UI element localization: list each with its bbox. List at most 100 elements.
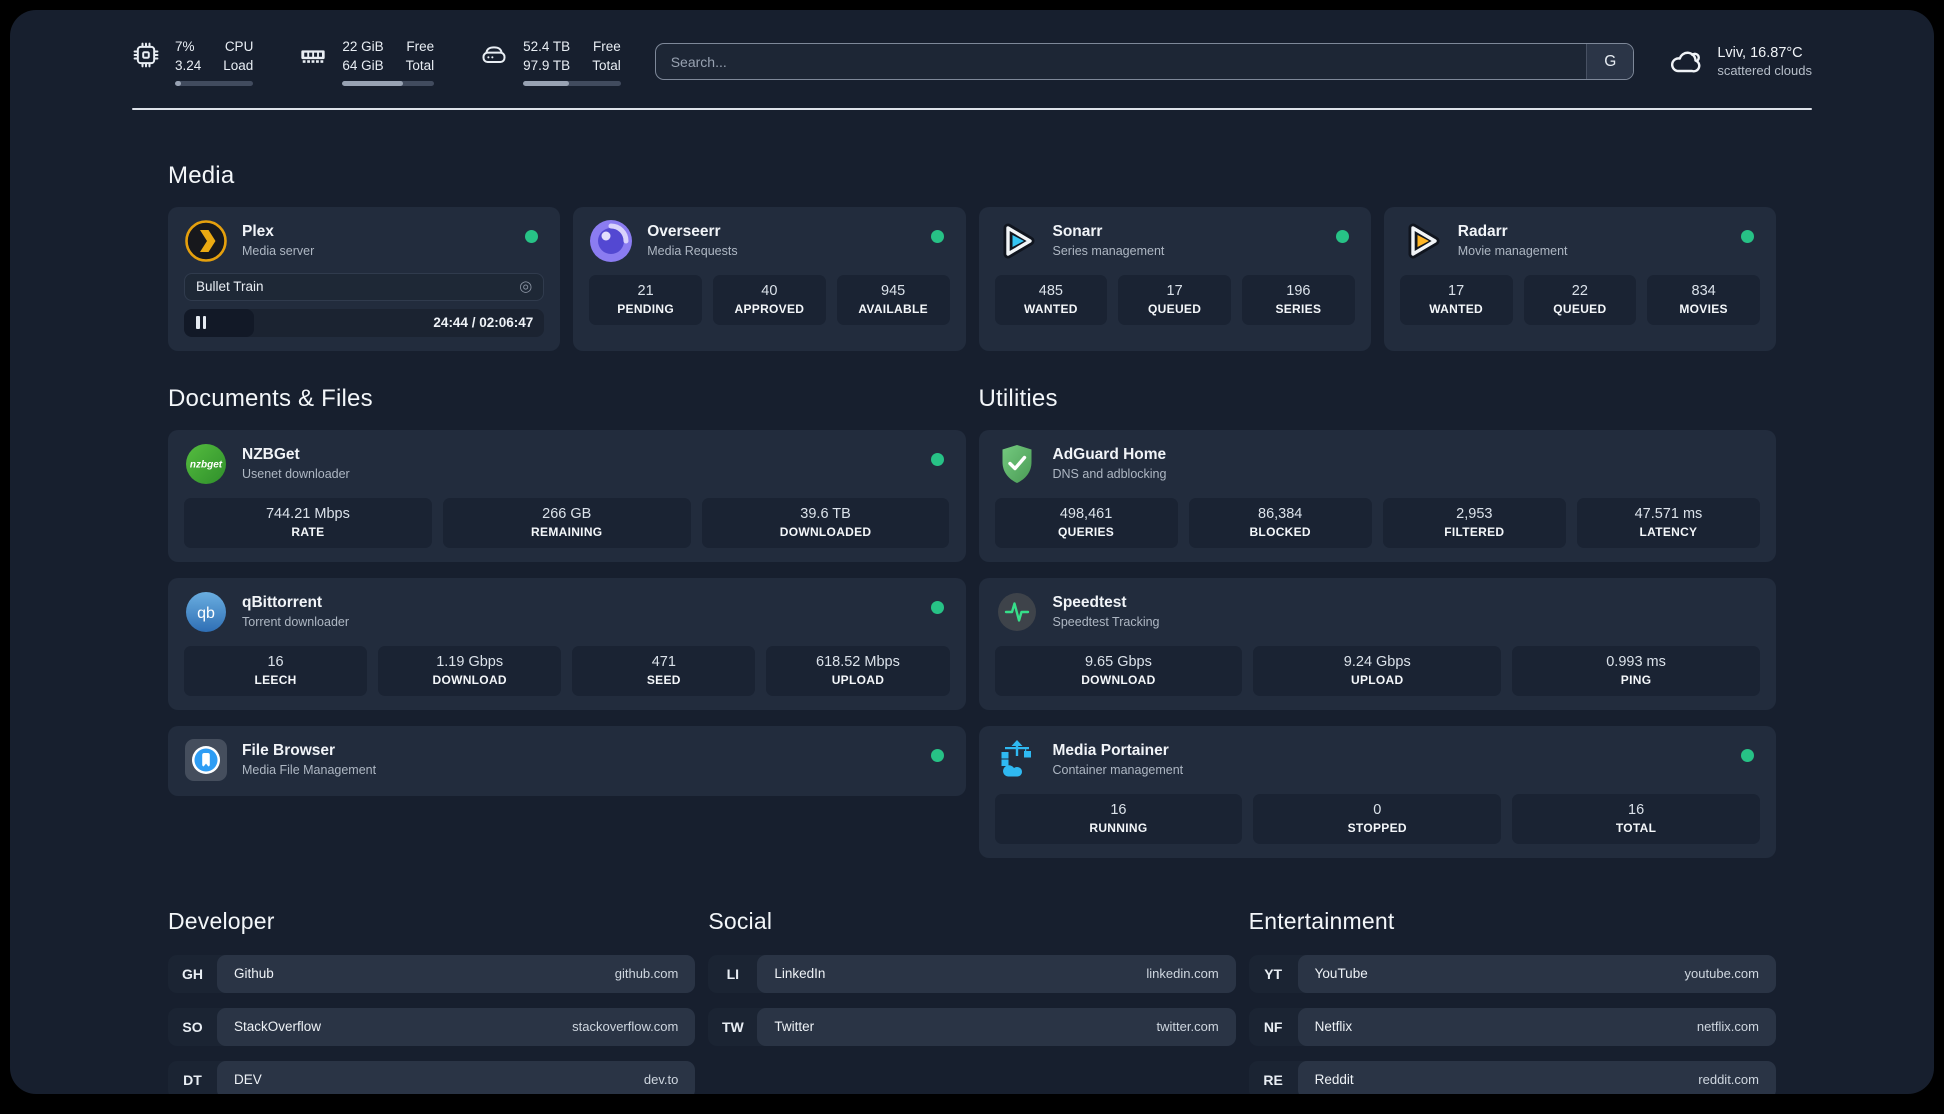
card-sonarr[interactable]: Sonarr Series management 485 WANTED 17 QUE… xyxy=(978,206,1371,351)
link-dev[interactable]: DT DEV dev.to xyxy=(168,1060,696,1094)
stat-tile: 86,384 BLOCKED xyxy=(1188,497,1372,548)
app-name: qBittorrent xyxy=(242,594,323,612)
app-name: AdGuard Home xyxy=(1052,446,1167,464)
link-url: github.com xyxy=(614,966,679,982)
link-tag: LI xyxy=(726,965,740,982)
link-name: LinkedIn xyxy=(774,966,826,982)
ram-total-value: 64 GiB xyxy=(342,57,384,73)
disk-progress-fill xyxy=(523,80,569,86)
link-stackoverflow[interactable]: SO StackOverflow stackoverflow.com xyxy=(168,1007,696,1046)
ram-total-label: Total xyxy=(405,57,435,73)
link-netflix[interactable]: NF Netflix netflix.com xyxy=(1248,1007,1776,1046)
card-portainer[interactable]: Media Portainer Container management 16 R… xyxy=(978,725,1776,858)
stat-tile: 618.52 Mbps UPLOAD xyxy=(766,645,950,696)
stat-tile: 17 WANTED xyxy=(1399,274,1513,325)
card-adguard[interactable]: AdGuard Home DNS and adblocking 498,461 Q… xyxy=(978,429,1776,562)
app-desc: Torrent downloader xyxy=(242,615,350,630)
cloud-icon xyxy=(1668,44,1704,80)
disk-icon xyxy=(480,38,510,68)
stat-tile: 22 QUEUED xyxy=(1523,274,1637,325)
link-linkedin[interactable]: LI LinkedIn linkedin.com xyxy=(708,954,1236,993)
stat-tile: 498,461 QUERIES xyxy=(994,497,1178,548)
section-title-media: Media xyxy=(168,161,235,189)
link-name: Github xyxy=(234,966,274,982)
card-nzbget[interactable]: nzbget NZBGet Usenet downloader 744.21 M… xyxy=(168,429,966,562)
header-divider xyxy=(132,107,1812,110)
link-github[interactable]: GH Github github.com xyxy=(168,954,696,993)
dashboard: 7% 3.24 CPU Load xyxy=(10,10,1934,1094)
stat-tile: 39.6 TB DOWNLOADED xyxy=(701,497,950,548)
app-name: Plex xyxy=(242,223,274,241)
link-tag: TW xyxy=(721,1018,744,1035)
link-tag: GH xyxy=(182,965,203,982)
ram-free-value: 22 GiB xyxy=(342,39,384,54)
stat-tile: 2,953 FILTERED xyxy=(1382,497,1566,548)
search-input[interactable] xyxy=(655,44,1587,80)
link-youtube[interactable]: YT YouTube youtube.com xyxy=(1248,954,1776,993)
app-name: File Browser xyxy=(242,742,336,760)
weather-location-temp: Lviv, 16.87°C xyxy=(1717,45,1803,62)
top-bar: 7% 3.24 CPU Load xyxy=(132,38,1812,86)
stat-tile: 1.19 Gbps DOWNLOAD xyxy=(378,645,562,696)
app-desc: Container management xyxy=(1052,763,1184,778)
card-plex[interactable]: Plex Media server Bullet Train ◎ 24:44 / xyxy=(168,206,561,351)
section-title-utilities: Utilities xyxy=(978,384,1058,412)
ram-free-label: Free xyxy=(406,39,435,54)
search-engine-button[interactable]: G xyxy=(1586,44,1634,80)
card-radarr[interactable]: Radarr Movie management 17 WANTED 22 QUEUE… xyxy=(1383,206,1776,351)
stat-tile: 16 TOTAL xyxy=(1512,793,1760,844)
stat-tile: 16 RUNNING xyxy=(994,793,1243,844)
link-url: linkedin.com xyxy=(1146,966,1219,982)
disk-free-value: 52.4 TB xyxy=(523,39,571,54)
search-bar: G xyxy=(654,43,1635,81)
status-dot xyxy=(525,229,539,243)
plex-now-playing: Bullet Train ◎ 24:44 / 02:06:47 xyxy=(184,272,545,337)
playback-progress-bar[interactable]: 24:44 / 02:06:47 xyxy=(184,308,545,337)
nzbget-icon: nzbget xyxy=(184,442,228,486)
link-url: twitter.com xyxy=(1156,1019,1219,1035)
app-desc: Speedtest Tracking xyxy=(1052,615,1160,630)
card-qbittorrent[interactable]: qb qBittorrent Torrent downloader 16 LEEC… xyxy=(168,577,966,710)
now-playing-title: Bullet Train xyxy=(196,279,264,295)
link-url: stackoverflow.com xyxy=(572,1019,679,1035)
stat-tile: 0 STOPPED xyxy=(1253,793,1502,844)
status-dot xyxy=(1335,229,1349,243)
disk-widget: 52.4 TB 97.9 TB Free Total xyxy=(480,38,621,86)
stat-tile: 21 PENDING xyxy=(589,274,702,325)
stat-tile: 9.24 Gbps UPLOAD xyxy=(1253,645,1502,696)
app-desc: Series management xyxy=(1052,244,1165,259)
stat-tile: 945 AVAILABLE xyxy=(836,274,950,325)
link-twitter[interactable]: TW Twitter twitter.com xyxy=(708,1007,1236,1046)
app-desc: Usenet downloader xyxy=(242,467,350,482)
card-filebrowser[interactable]: File Browser Media File Management xyxy=(168,725,966,796)
pause-icon[interactable] xyxy=(196,316,206,330)
cpu-icon xyxy=(132,38,162,68)
svg-text:nzbget: nzbget xyxy=(190,459,223,470)
card-overseerr[interactable]: Overseerr Media Requests 21 PENDING 40 APP… xyxy=(573,206,966,351)
sonarr-icon xyxy=(995,219,1039,263)
session-icon[interactable]: ◎ xyxy=(519,278,533,296)
card-speedtest[interactable]: Speedtest Speedtest Tracking 9.65 Gbps DO… xyxy=(978,577,1776,710)
cpu-load-value: 3.24 xyxy=(175,57,202,73)
links-social: Social LI LinkedIn linkedin.com TW Twitt… xyxy=(708,908,1236,1094)
app-name: Overseerr xyxy=(647,223,721,241)
link-reddit[interactable]: RE Reddit reddit.com xyxy=(1248,1060,1776,1094)
link-name: Netflix xyxy=(1314,1019,1353,1035)
link-tag: SO xyxy=(182,1018,203,1035)
app-desc: Media Requests xyxy=(647,244,738,259)
status-dot xyxy=(930,600,944,614)
stat-tile: 17 QUEUED xyxy=(1118,274,1231,325)
disk-progress-track xyxy=(523,80,621,86)
portainer-icon xyxy=(995,738,1039,782)
playback-time: 24:44 / 02:06:47 xyxy=(433,315,534,331)
documents-column: nzbget NZBGet Usenet downloader 744.21 M… xyxy=(168,429,966,796)
ram-widget: 22 GiB 64 GiB Free Total xyxy=(299,38,435,86)
stat-tile: 9.65 Gbps DOWNLOAD xyxy=(994,645,1243,696)
cpu-load-label: Load xyxy=(223,57,254,73)
section-title-developer: Developer xyxy=(168,907,275,934)
app-name: NZBGet xyxy=(242,446,300,464)
link-tag: YT xyxy=(1264,965,1283,982)
svg-text:qb: qb xyxy=(197,605,215,622)
cpu-label: CPU xyxy=(224,39,254,54)
playback-played-segment[interactable] xyxy=(184,308,255,337)
